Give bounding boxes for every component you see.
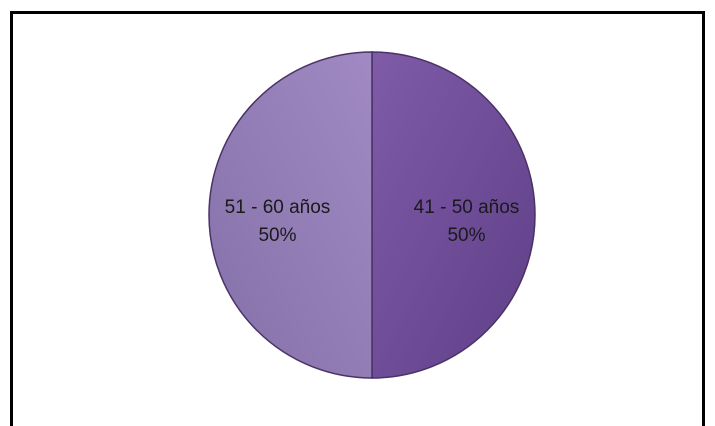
slice-label-category-0: 41 - 50 años	[414, 197, 520, 218]
slice-label-value-1: 50%	[258, 225, 296, 246]
pie-slice-1	[208, 51, 373, 379]
pie-labels: 41 - 50 años 50% 51 - 60 años 50%	[225, 197, 520, 246]
pie-slice-0	[371, 51, 536, 379]
slice-label-category-1: 51 - 60 años	[225, 197, 331, 218]
slice-label-value-0: 50%	[447, 225, 485, 246]
pie-slices	[208, 51, 536, 379]
